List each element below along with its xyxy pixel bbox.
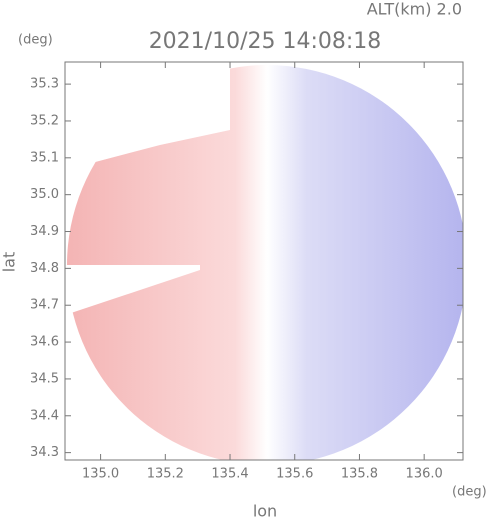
y-tick-label: 34.4: [30, 408, 59, 423]
x-tick-label: 135.0: [82, 467, 119, 482]
y-tick-label: 34.7: [30, 298, 59, 313]
x-tick-label: 135.8: [341, 467, 378, 482]
y-tick-label: 34.3: [30, 445, 59, 460]
plot-frame: [64, 61, 464, 461]
x-tick-label: 136.0: [406, 467, 443, 482]
y-tick-label: 35.1: [30, 150, 59, 165]
y-tick-label: 34.6: [30, 335, 59, 350]
y-unit: (deg): [18, 33, 53, 48]
x-axis-label: lon: [253, 502, 277, 521]
x-tick-label: 135.2: [147, 467, 184, 482]
y-tick-label: 35.3: [30, 77, 59, 92]
subtitle: ALT(km) 2.0: [367, 0, 462, 19]
y-tick-label: 34.8: [30, 261, 59, 276]
radar-field: [65, 62, 463, 460]
y-tick-label: 34.9: [30, 224, 59, 239]
y-axis-label: lat: [0, 252, 19, 273]
y-tick-label: 34.5: [30, 371, 59, 386]
y-tick-label: 35.0: [30, 187, 59, 202]
x-tick-label: 135.4: [211, 467, 248, 482]
x-tick-label: 135.6: [276, 467, 313, 482]
x-unit: (deg): [452, 485, 487, 500]
chart-title: 2021/10/25 14:08:18: [149, 29, 382, 54]
y-tick-label: 35.2: [30, 113, 59, 128]
